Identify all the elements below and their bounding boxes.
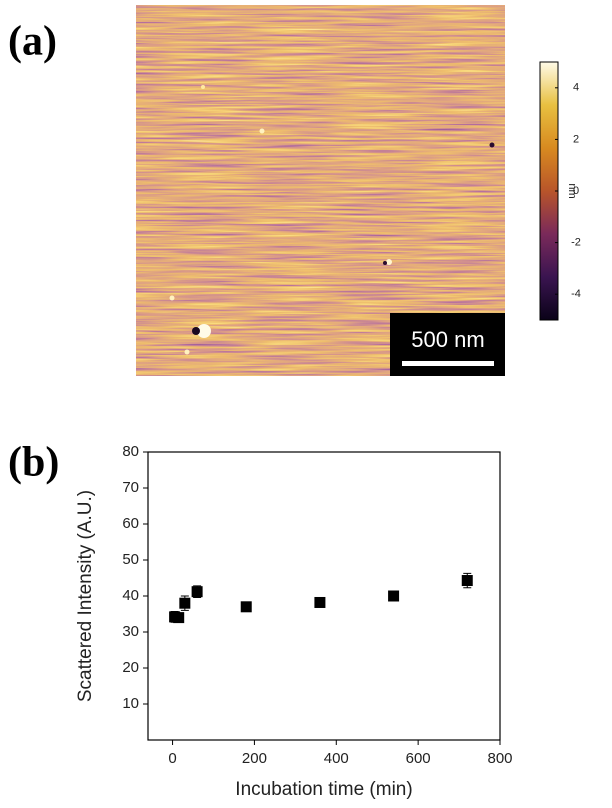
- colorbar-label: nm: [566, 183, 578, 198]
- x-tick-label: 400: [324, 750, 349, 767]
- x-tick-label: 0: [168, 750, 176, 767]
- x-tick-label: 800: [487, 750, 512, 767]
- y-tick-label: 80: [122, 443, 139, 460]
- x-axis-label: Incubation time (min): [235, 779, 412, 800]
- y-tick-label: 30: [122, 623, 139, 640]
- data-point: [240, 601, 252, 613]
- y-tick-label: 40: [122, 587, 139, 604]
- x-tick-label: 200: [242, 750, 267, 767]
- data-point: [173, 612, 185, 624]
- y-tick-label: 60: [122, 515, 139, 532]
- panel-label: (b): [8, 440, 59, 486]
- y-axis-label: Scattered Intensity (A.U.): [75, 490, 96, 702]
- scale-bar-label: 500 nm: [411, 327, 484, 352]
- colorbar-tick-label: 2: [573, 133, 579, 145]
- y-tick-label: 50: [122, 551, 139, 568]
- panel-label: (a): [8, 19, 57, 65]
- colorbar-tick-label: -2: [571, 237, 581, 249]
- y-tick-label: 10: [122, 695, 139, 712]
- x-tick-label: 600: [406, 750, 431, 767]
- scale-bar: [402, 361, 494, 366]
- data-point: [314, 596, 326, 608]
- y-tick-label: 70: [122, 479, 139, 496]
- afm-features: [169, 85, 495, 355]
- data-point: [388, 590, 400, 602]
- colorbar-tick-label: 0: [573, 185, 579, 197]
- colorbar-tick-label: -4: [571, 288, 581, 300]
- data-point: [461, 575, 473, 587]
- colorbar-tick-label: 4: [573, 82, 579, 94]
- y-tick-label: 20: [122, 659, 139, 676]
- data-point: [179, 597, 191, 609]
- data-point: [191, 586, 203, 598]
